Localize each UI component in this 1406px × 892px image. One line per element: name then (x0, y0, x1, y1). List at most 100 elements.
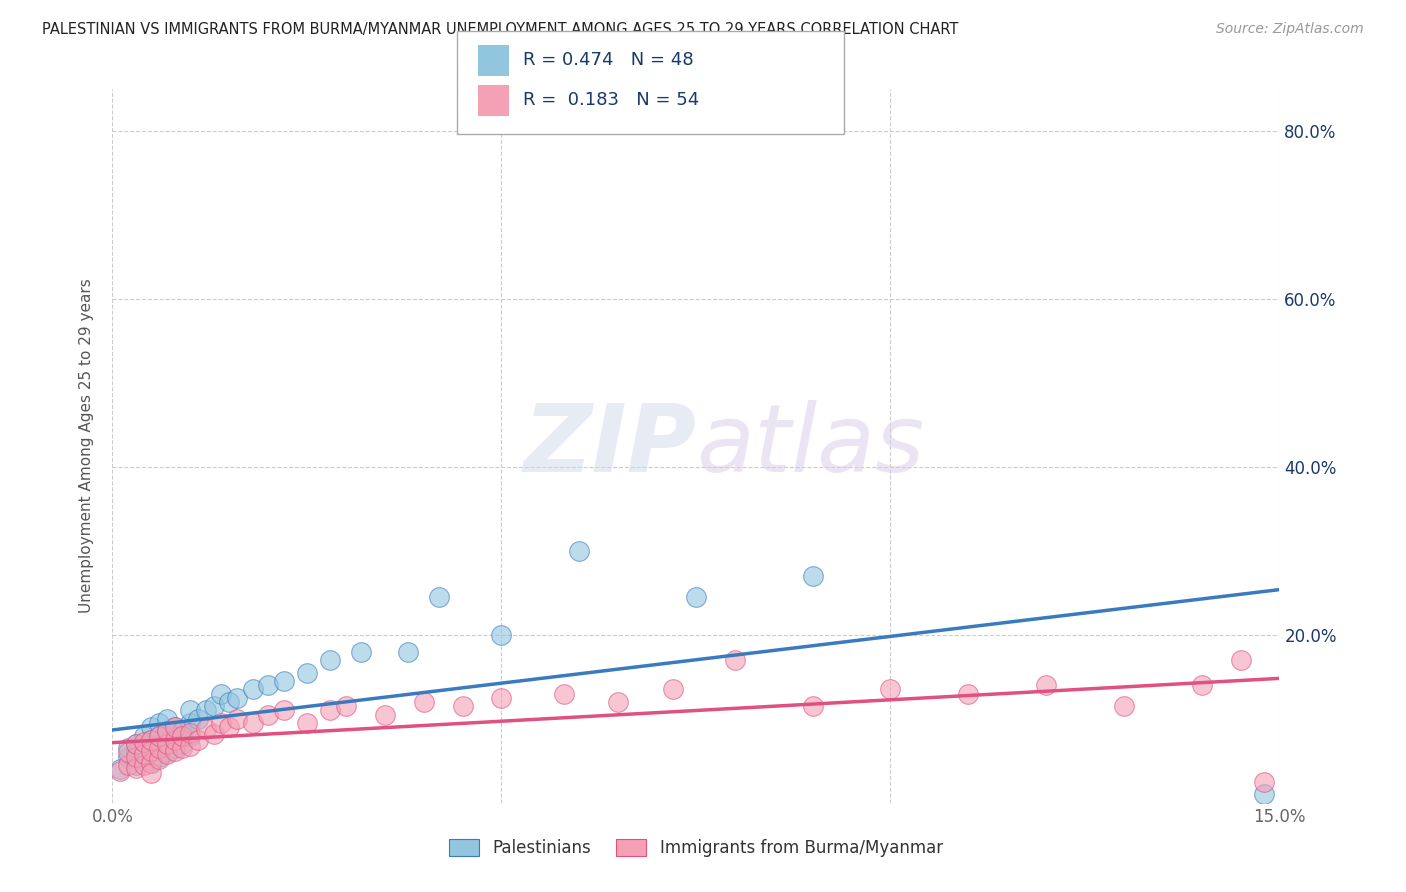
Point (801, 569, 824, 583)
Point (156, 724, 179, 739)
Point (125, 760, 148, 774)
Point (141, 756, 163, 770)
Point (685, 590, 707, 604)
Text: R =  0.183   N = 54: R = 0.183 N = 54 (523, 91, 699, 110)
Point (568, 544, 591, 558)
Point (156, 747, 179, 761)
Point (226, 712, 249, 726)
Point (125, 746, 148, 760)
Point (117, 758, 139, 772)
Point (163, 741, 186, 756)
Point (110, 762, 132, 776)
Point (491, 628, 513, 642)
Text: PALESTINIAN VS IMMIGRANTS FROM BURMA/MYANMAR UNEMPLOYMENT AMONG AGES 25 TO 29 YE: PALESTINIAN VS IMMIGRANTS FROM BURMA/MYA… (42, 22, 959, 37)
Point (132, 735, 155, 749)
Point (125, 737, 148, 751)
Point (319, 703, 342, 717)
Point (209, 687, 232, 701)
Point (141, 744, 163, 758)
Point (295, 716, 318, 731)
Point (202, 727, 225, 741)
Point (209, 716, 232, 731)
Text: R = 0.474   N = 48: R = 0.474 N = 48 (523, 51, 693, 70)
Point (202, 699, 225, 714)
Point (141, 720, 163, 734)
Point (607, 695, 630, 709)
Point (427, 590, 450, 604)
Point (132, 741, 155, 756)
Point (957, 687, 980, 701)
Point (132, 729, 155, 743)
Point (163, 732, 186, 747)
Point (148, 752, 170, 766)
Point (141, 766, 163, 780)
Point (724, 653, 747, 667)
Point (141, 732, 163, 747)
Point (1229, 653, 1251, 667)
Point (273, 703, 295, 717)
Point (187, 732, 209, 747)
Point (141, 744, 163, 758)
Point (163, 731, 186, 745)
Point (163, 720, 186, 734)
Point (141, 732, 163, 747)
Point (319, 653, 342, 667)
Point (117, 746, 139, 760)
Point (156, 737, 179, 751)
Point (125, 749, 148, 764)
Point (172, 724, 194, 739)
Point (273, 674, 295, 689)
Text: atlas: atlas (696, 401, 924, 491)
Point (179, 716, 201, 731)
Point (412, 695, 434, 709)
Point (148, 739, 170, 753)
Point (125, 758, 148, 772)
Point (179, 703, 201, 717)
Point (661, 682, 683, 697)
Point (117, 741, 139, 756)
Point (491, 690, 513, 705)
Legend: Palestinians, Immigrants from Burma/Myanmar: Palestinians, Immigrants from Burma/Myan… (441, 831, 950, 866)
Point (125, 737, 148, 751)
Point (172, 729, 194, 743)
Point (148, 729, 170, 743)
Point (879, 682, 901, 697)
Point (1035, 678, 1057, 692)
Point (141, 756, 163, 770)
Text: ZIP: ZIP (523, 400, 696, 492)
Point (156, 746, 179, 760)
Point (187, 712, 209, 726)
Point (148, 716, 170, 731)
Point (553, 687, 575, 701)
Point (226, 690, 249, 705)
Point (350, 645, 373, 659)
Point (1112, 699, 1135, 714)
Point (242, 716, 264, 731)
Text: Source: ZipAtlas.com: Source: ZipAtlas.com (1216, 22, 1364, 37)
Point (335, 699, 357, 714)
Point (132, 747, 155, 761)
Point (1253, 774, 1275, 789)
Point (132, 754, 155, 768)
Point (451, 699, 474, 714)
Point (801, 699, 824, 714)
Point (163, 720, 186, 734)
Point (172, 737, 194, 751)
Point (218, 695, 240, 709)
Point (257, 678, 280, 692)
Point (295, 665, 318, 680)
Point (194, 722, 217, 736)
Point (218, 720, 240, 734)
Point (179, 726, 201, 740)
Point (156, 724, 179, 739)
Y-axis label: Unemployment Among Ages 25 to 29 years: Unemployment Among Ages 25 to 29 years (79, 278, 94, 614)
Point (163, 744, 186, 758)
Point (148, 749, 170, 764)
Point (132, 758, 155, 772)
Point (179, 729, 201, 743)
Point (148, 729, 170, 743)
Point (242, 682, 264, 697)
Point (1253, 788, 1275, 802)
Point (148, 741, 170, 756)
Point (156, 712, 179, 726)
